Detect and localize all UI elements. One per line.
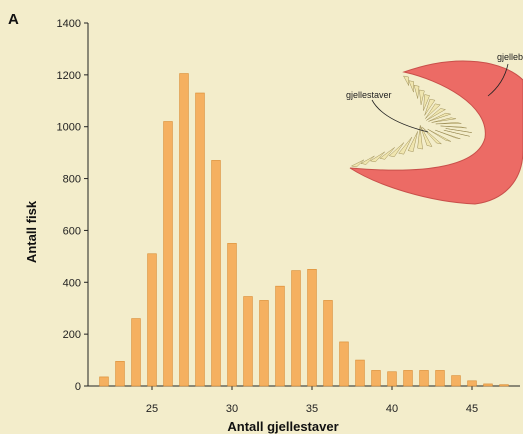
gill-raker <box>440 125 467 129</box>
gill-raker <box>443 129 470 137</box>
bar <box>115 361 125 387</box>
gill-raker <box>408 80 414 93</box>
x-axis: 25 30 35 40 45 <box>88 385 520 415</box>
x-axis-title: Antall gjellestaver <box>227 419 338 434</box>
gill-raker <box>435 129 461 140</box>
bar <box>291 270 301 387</box>
bar <box>419 370 429 387</box>
gill-raker <box>435 122 462 125</box>
y-axis-title: Antall fisk <box>24 200 39 263</box>
bar <box>403 370 413 387</box>
gill-arch-label: gjellebue <box>497 52 523 62</box>
gill-raker <box>431 117 457 123</box>
gill-raker <box>423 94 430 111</box>
y-tick-label: 0 <box>75 381 81 393</box>
x-tick-label: 45 <box>466 403 478 415</box>
gill-raker <box>407 131 418 152</box>
bar <box>131 318 141 387</box>
gill-rakers <box>350 75 472 168</box>
bar <box>211 160 221 387</box>
gill-raker <box>445 128 472 133</box>
gill-raker <box>422 126 443 145</box>
gill-raker <box>427 128 451 142</box>
y-tick-label: 200 <box>63 329 81 341</box>
bar <box>275 285 285 387</box>
gill-raker <box>417 126 423 150</box>
gill-raker <box>413 85 420 99</box>
y-tick-label: 1200 <box>57 70 81 82</box>
bar <box>467 380 477 387</box>
bar <box>483 383 493 387</box>
y-tick-label: 600 <box>63 225 81 237</box>
bars <box>99 73 509 387</box>
gill-raker <box>425 103 441 119</box>
bar <box>451 375 461 387</box>
bar <box>387 371 397 387</box>
gill-raker <box>388 142 405 157</box>
arch-pointer-arrow <box>487 63 509 97</box>
bar <box>147 253 157 387</box>
bar <box>435 370 445 387</box>
bar <box>355 359 365 387</box>
gill-raker <box>350 159 365 168</box>
gill-raker <box>424 98 436 116</box>
x-tick-label: 25 <box>146 403 158 415</box>
bar <box>499 384 509 387</box>
gill-raker <box>403 75 409 86</box>
x-tick-label: 35 <box>306 403 318 415</box>
bar <box>259 300 269 387</box>
bar <box>163 121 173 387</box>
bar <box>339 341 349 387</box>
gill-raker <box>398 137 413 155</box>
bar <box>323 300 333 387</box>
y-tick-label: 1000 <box>57 122 81 134</box>
gill-arch-illustration: gjellestaver gjellebue <box>346 52 523 205</box>
gill-arch-shape <box>349 60 523 205</box>
bar <box>99 376 109 387</box>
gill-raker <box>428 112 452 122</box>
bar <box>307 269 317 387</box>
raker-pointer-arrow <box>371 99 429 133</box>
bar <box>243 296 253 387</box>
bar <box>371 370 381 387</box>
gill-raker <box>419 89 425 105</box>
y-tick-label: 1400 <box>57 18 81 30</box>
y-axis: 0 200 400 600 800 1000 1200 1400 <box>57 18 89 393</box>
x-tick-label: 40 <box>386 403 398 415</box>
x-tick-label: 30 <box>226 403 238 415</box>
bar <box>195 92 205 387</box>
gill-raker <box>379 147 395 160</box>
gill-raker <box>360 155 375 165</box>
bar <box>179 73 189 387</box>
gill-raker-label: gjellestaver <box>346 90 392 100</box>
y-tick-label: 800 <box>63 174 81 186</box>
y-tick-label: 400 <box>63 277 81 289</box>
gill-raker <box>426 108 447 121</box>
bar <box>227 243 237 387</box>
gill-raker <box>369 151 385 163</box>
panel-label: A <box>8 11 19 28</box>
